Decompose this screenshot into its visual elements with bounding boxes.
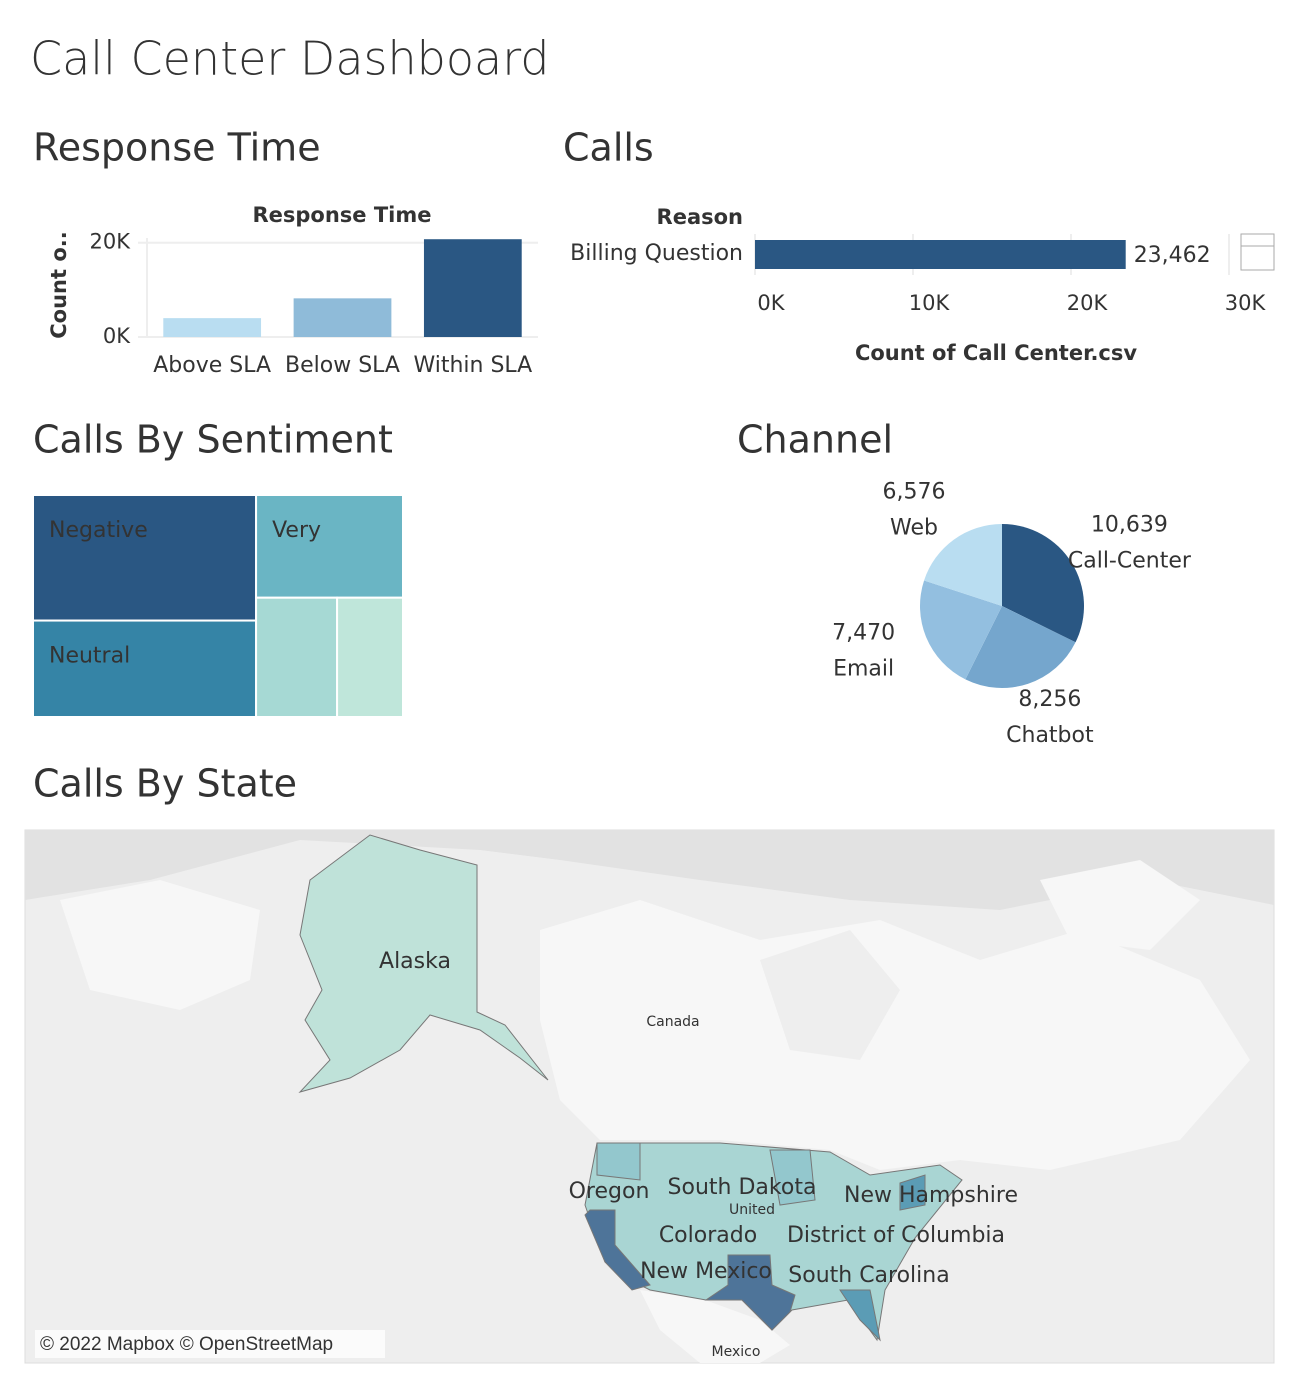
pie-slice[interactable]	[965, 606, 1076, 688]
chart-subtitle: Response Time	[252, 203, 431, 227]
x-axis-label: Count of Call Center.csv	[855, 341, 1137, 365]
state-label[interactable]: South Dakota	[668, 1175, 817, 1200]
map-attribution: © 2022 Mapbox © OpenStreetMap	[40, 1334, 333, 1355]
pie-slice[interactable]	[1002, 524, 1085, 643]
pie-category-label: Web	[890, 515, 938, 540]
treemap-cell[interactable]	[255, 494, 405, 599]
map-background	[24, 829, 1275, 1364]
state-label[interactable]: New Hampshire	[844, 1183, 1018, 1208]
treemap-cell[interactable]	[336, 596, 405, 719]
x-tick-label: Within SLA	[413, 353, 532, 378]
state-label[interactable]: Colorado	[659, 1223, 757, 1248]
y-tick-label: 0K	[103, 324, 131, 348]
y-axis-label: Count o..	[47, 231, 71, 338]
value-label: 23,462	[1134, 243, 1211, 268]
section-title: Calls By Sentiment	[33, 418, 393, 462]
x-tick-label: 30K	[1225, 291, 1267, 315]
x-tick-label: 20K	[1067, 291, 1109, 315]
pie-category-label: Call-Center	[1068, 549, 1192, 574]
section-title: Calls By State	[33, 762, 297, 806]
pie-value-label: 6,576	[882, 479, 945, 504]
treemap-cell[interactable]	[255, 596, 339, 719]
map-place-label: United	[729, 1202, 775, 1218]
pie-value-label: 8,256	[1018, 687, 1081, 712]
legend-icon[interactable]	[1240, 233, 1275, 271]
pie-value-label: 10,639	[1091, 513, 1168, 538]
state-label[interactable]: Oregon	[569, 1179, 650, 1204]
y-axis-header: Reason	[657, 205, 743, 229]
treemap-label: Negative	[49, 518, 148, 543]
pie-category-label: Email	[833, 657, 894, 682]
state-label[interactable]: Alaska	[379, 949, 451, 974]
treemap-cell[interactable]	[32, 619, 258, 718]
bar[interactable]	[755, 240, 1126, 269]
map-place-label: Mexico	[712, 1344, 761, 1360]
map-place-label: Canada	[646, 1014, 699, 1030]
y-tick-label: Billing Question	[570, 241, 743, 266]
pie-category-label: Chatbot	[1006, 723, 1094, 748]
section-title: Channel	[737, 418, 893, 462]
treemap-label: Neutral	[49, 644, 130, 669]
y-tick-label: 20K	[90, 230, 132, 254]
section-title: Calls	[563, 126, 654, 170]
x-tick-label: Above SLA	[153, 353, 271, 378]
x-tick-label: 10K	[909, 291, 951, 315]
treemap-label: Very	[272, 518, 321, 543]
bar[interactable]	[423, 239, 522, 337]
attribution-box	[35, 1330, 385, 1358]
map-states	[298, 834, 963, 1342]
bar[interactable]	[163, 318, 262, 337]
x-tick-label: Below SLA	[285, 353, 400, 378]
state-label[interactable]: New Mexico	[640, 1259, 772, 1284]
treemap-cell[interactable]	[32, 494, 258, 622]
dashboard-title: Call Center Dashboard	[30, 32, 550, 86]
pie-value-label: 7,470	[832, 621, 895, 646]
pie-slice[interactable]	[920, 580, 1002, 680]
x-tick-label: 0K	[757, 291, 785, 315]
state-label[interactable]: District of Columbia	[787, 1223, 1005, 1248]
pie-slice[interactable]	[924, 524, 1002, 606]
section-title: Response Time	[33, 126, 321, 170]
bar[interactable]	[293, 298, 392, 337]
state-label[interactable]: South Carolina	[788, 1263, 949, 1288]
